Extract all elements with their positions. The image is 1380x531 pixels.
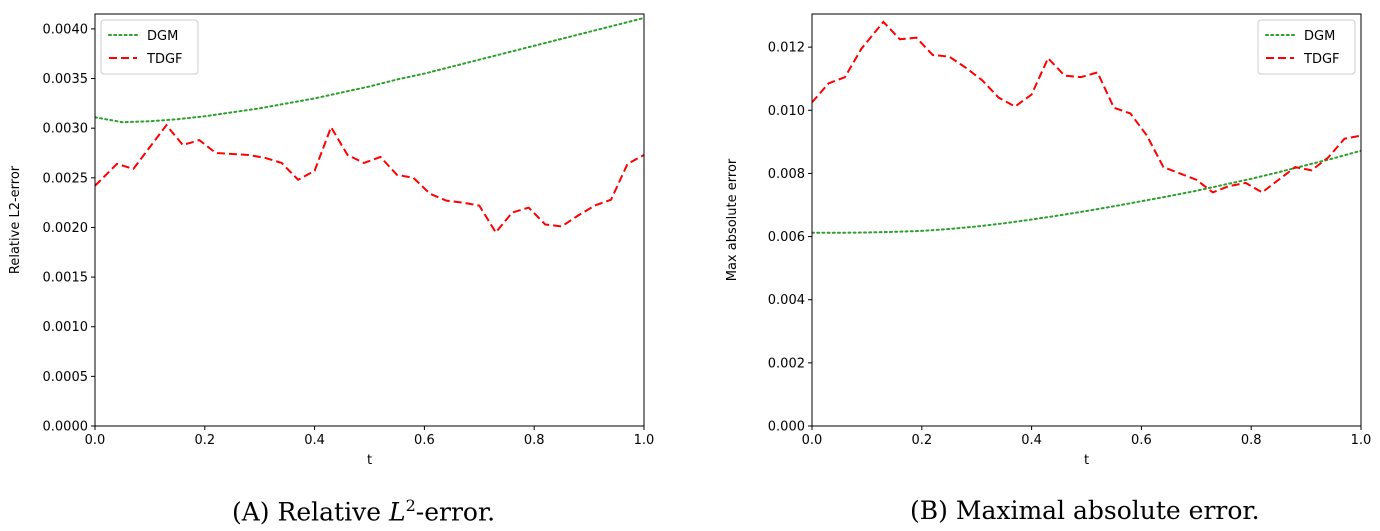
y-axis-label: Relative L2-error <box>8 165 23 274</box>
y-tick-label: 0.0015 <box>43 271 89 286</box>
y-tick-label: 0.0020 <box>43 221 89 236</box>
x-tick-label: 0.0 <box>85 433 106 448</box>
x-tick-label: 0.0 <box>802 433 823 448</box>
legend-label-tdgf: TDGF <box>146 52 183 67</box>
y-tick-label: 0.0000 <box>43 420 89 435</box>
caption-b: (B) Maximal absolute error. <box>910 496 1260 525</box>
y-tick-label: 0.0005 <box>43 370 89 385</box>
y-tick-label: 0.012 <box>768 41 805 56</box>
y-tick-label: 0.002 <box>768 356 805 371</box>
y-axis-label: Max absolute error <box>725 158 740 281</box>
x-tick-label: 0.2 <box>194 433 215 448</box>
x-tick-label: 0.4 <box>304 433 325 448</box>
y-tick-label: 0.0010 <box>43 320 89 335</box>
y-tick-label: 0.008 <box>768 167 805 182</box>
y-tick-label: 0.0025 <box>43 171 89 186</box>
legend-label-tdgf: TDGF <box>1303 52 1340 67</box>
series-line-dgm <box>95 16 644 124</box>
x-tick-label: 0.8 <box>524 433 545 448</box>
legend-box <box>1257 19 1356 75</box>
chart-relative-l2-error: 0.0 0.2 0.4 0.6 0.8 1.0 0.0000 0.0005 0.0010 0.00… <box>8 13 655 468</box>
y-tick-label: 0.000 <box>768 420 805 435</box>
caption-b-label: (B) <box>910 496 948 525</box>
x-axis-label: t <box>367 453 372 468</box>
x-tick-label: 0.8 <box>1241 433 1262 448</box>
axes-frame <box>811 13 1362 427</box>
y-tick-label: 0.0035 <box>43 72 89 87</box>
caption-a: (A) Relative L2-error. <box>232 496 495 526</box>
x-tick-label: 1.0 <box>1351 433 1372 448</box>
caption-a-label: (A) <box>232 497 270 527</box>
series-line-tdgf <box>95 123 644 235</box>
caption-a-text-pre: Relative <box>277 497 389 527</box>
legend-box <box>100 19 199 75</box>
y-tick-label: 0.0030 <box>43 122 89 137</box>
legend-label-dgm: DGM <box>1304 29 1335 44</box>
x-tick-label: 0.6 <box>414 433 435 448</box>
axes-frame <box>94 13 645 427</box>
series-line-tdgf <box>812 20 1361 194</box>
y-tick-label: 0.006 <box>768 230 805 245</box>
x-tick-label: 0.4 <box>1021 433 1042 448</box>
caption-a-symbol: L <box>388 497 406 527</box>
x-axis-label: t <box>1084 453 1089 468</box>
caption-b-text: Maximal absolute error. <box>955 496 1260 525</box>
x-tick-label: 0.2 <box>911 433 932 448</box>
legend-label-dgm: DGM <box>147 29 178 44</box>
caption-a-text-post: -error. <box>415 497 496 527</box>
y-tick-label: 0.0040 <box>43 22 89 37</box>
x-tick-label: 1.0 <box>634 433 655 448</box>
y-tick-label: 0.004 <box>768 293 805 308</box>
y-tick-label: 0.010 <box>768 104 805 119</box>
caption-a-exponent: 2 <box>405 496 416 515</box>
chart-max-absolute-error: 0.0 0.2 0.4 0.6 0.8 1.0 0.000 0.002 0.004 0.006 0.… <box>725 13 1372 468</box>
x-tick-label: 0.6 <box>1131 433 1152 448</box>
series-line-dgm <box>812 149 1361 234</box>
